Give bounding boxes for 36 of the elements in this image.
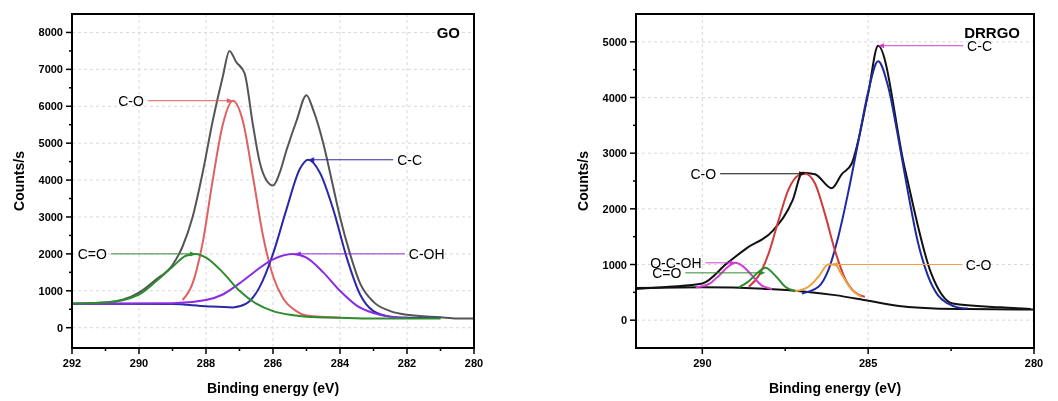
text: GO <box>436 24 461 41</box>
y-tick-label: 5000 <box>602 35 627 48</box>
annotation: C-O <box>118 92 144 109</box>
x-tick-label: 290 <box>129 357 149 369</box>
y-tick-label: 2000 <box>38 247 63 260</box>
x-tick-label: 280 <box>464 357 484 369</box>
x-tick-label: 280 <box>1024 357 1044 369</box>
y-axis-title: Counts/s <box>575 150 591 211</box>
x-axis-title: Binding energy (eV) <box>768 380 902 396</box>
y-tick-label: 4000 <box>602 91 627 104</box>
y-tick-label: 3000 <box>38 210 63 223</box>
annotation: C-O <box>690 165 717 182</box>
x-tick-label: 282 <box>397 357 417 369</box>
y-axis-title: Counts/s <box>11 150 27 211</box>
y-tick-label: 1000 <box>602 258 627 271</box>
y-tick-label: 0 <box>56 321 63 334</box>
x-tick-label: 290 <box>693 357 712 369</box>
y-tick-label: 8000 <box>38 26 63 39</box>
y-tick-label: 3000 <box>602 147 627 160</box>
y-tick-label: 6000 <box>38 100 63 113</box>
x-tick-label: 284 <box>330 357 351 369</box>
y-tick-label: 4000 <box>38 174 63 187</box>
y-tick-label: 2000 <box>602 202 627 215</box>
x-tick-label: 292 <box>62 357 82 369</box>
y-tick-label: 1000 <box>38 284 63 297</box>
y-tick-label: 7000 <box>38 63 63 76</box>
annotation: C-C <box>397 151 423 168</box>
annotation: C-OH <box>408 245 445 262</box>
annotation: C-O <box>965 256 992 273</box>
x-tick-label: 286 <box>263 357 283 369</box>
y-tick-label: 5000 <box>38 137 63 150</box>
x-axis-title: Binding energy (eV) <box>206 380 340 396</box>
y-tick-label: 0 <box>620 314 627 327</box>
x-tick-label: 285 <box>858 357 878 369</box>
annotation: C=O <box>77 245 108 262</box>
x-tick-label: 288 <box>196 357 216 369</box>
